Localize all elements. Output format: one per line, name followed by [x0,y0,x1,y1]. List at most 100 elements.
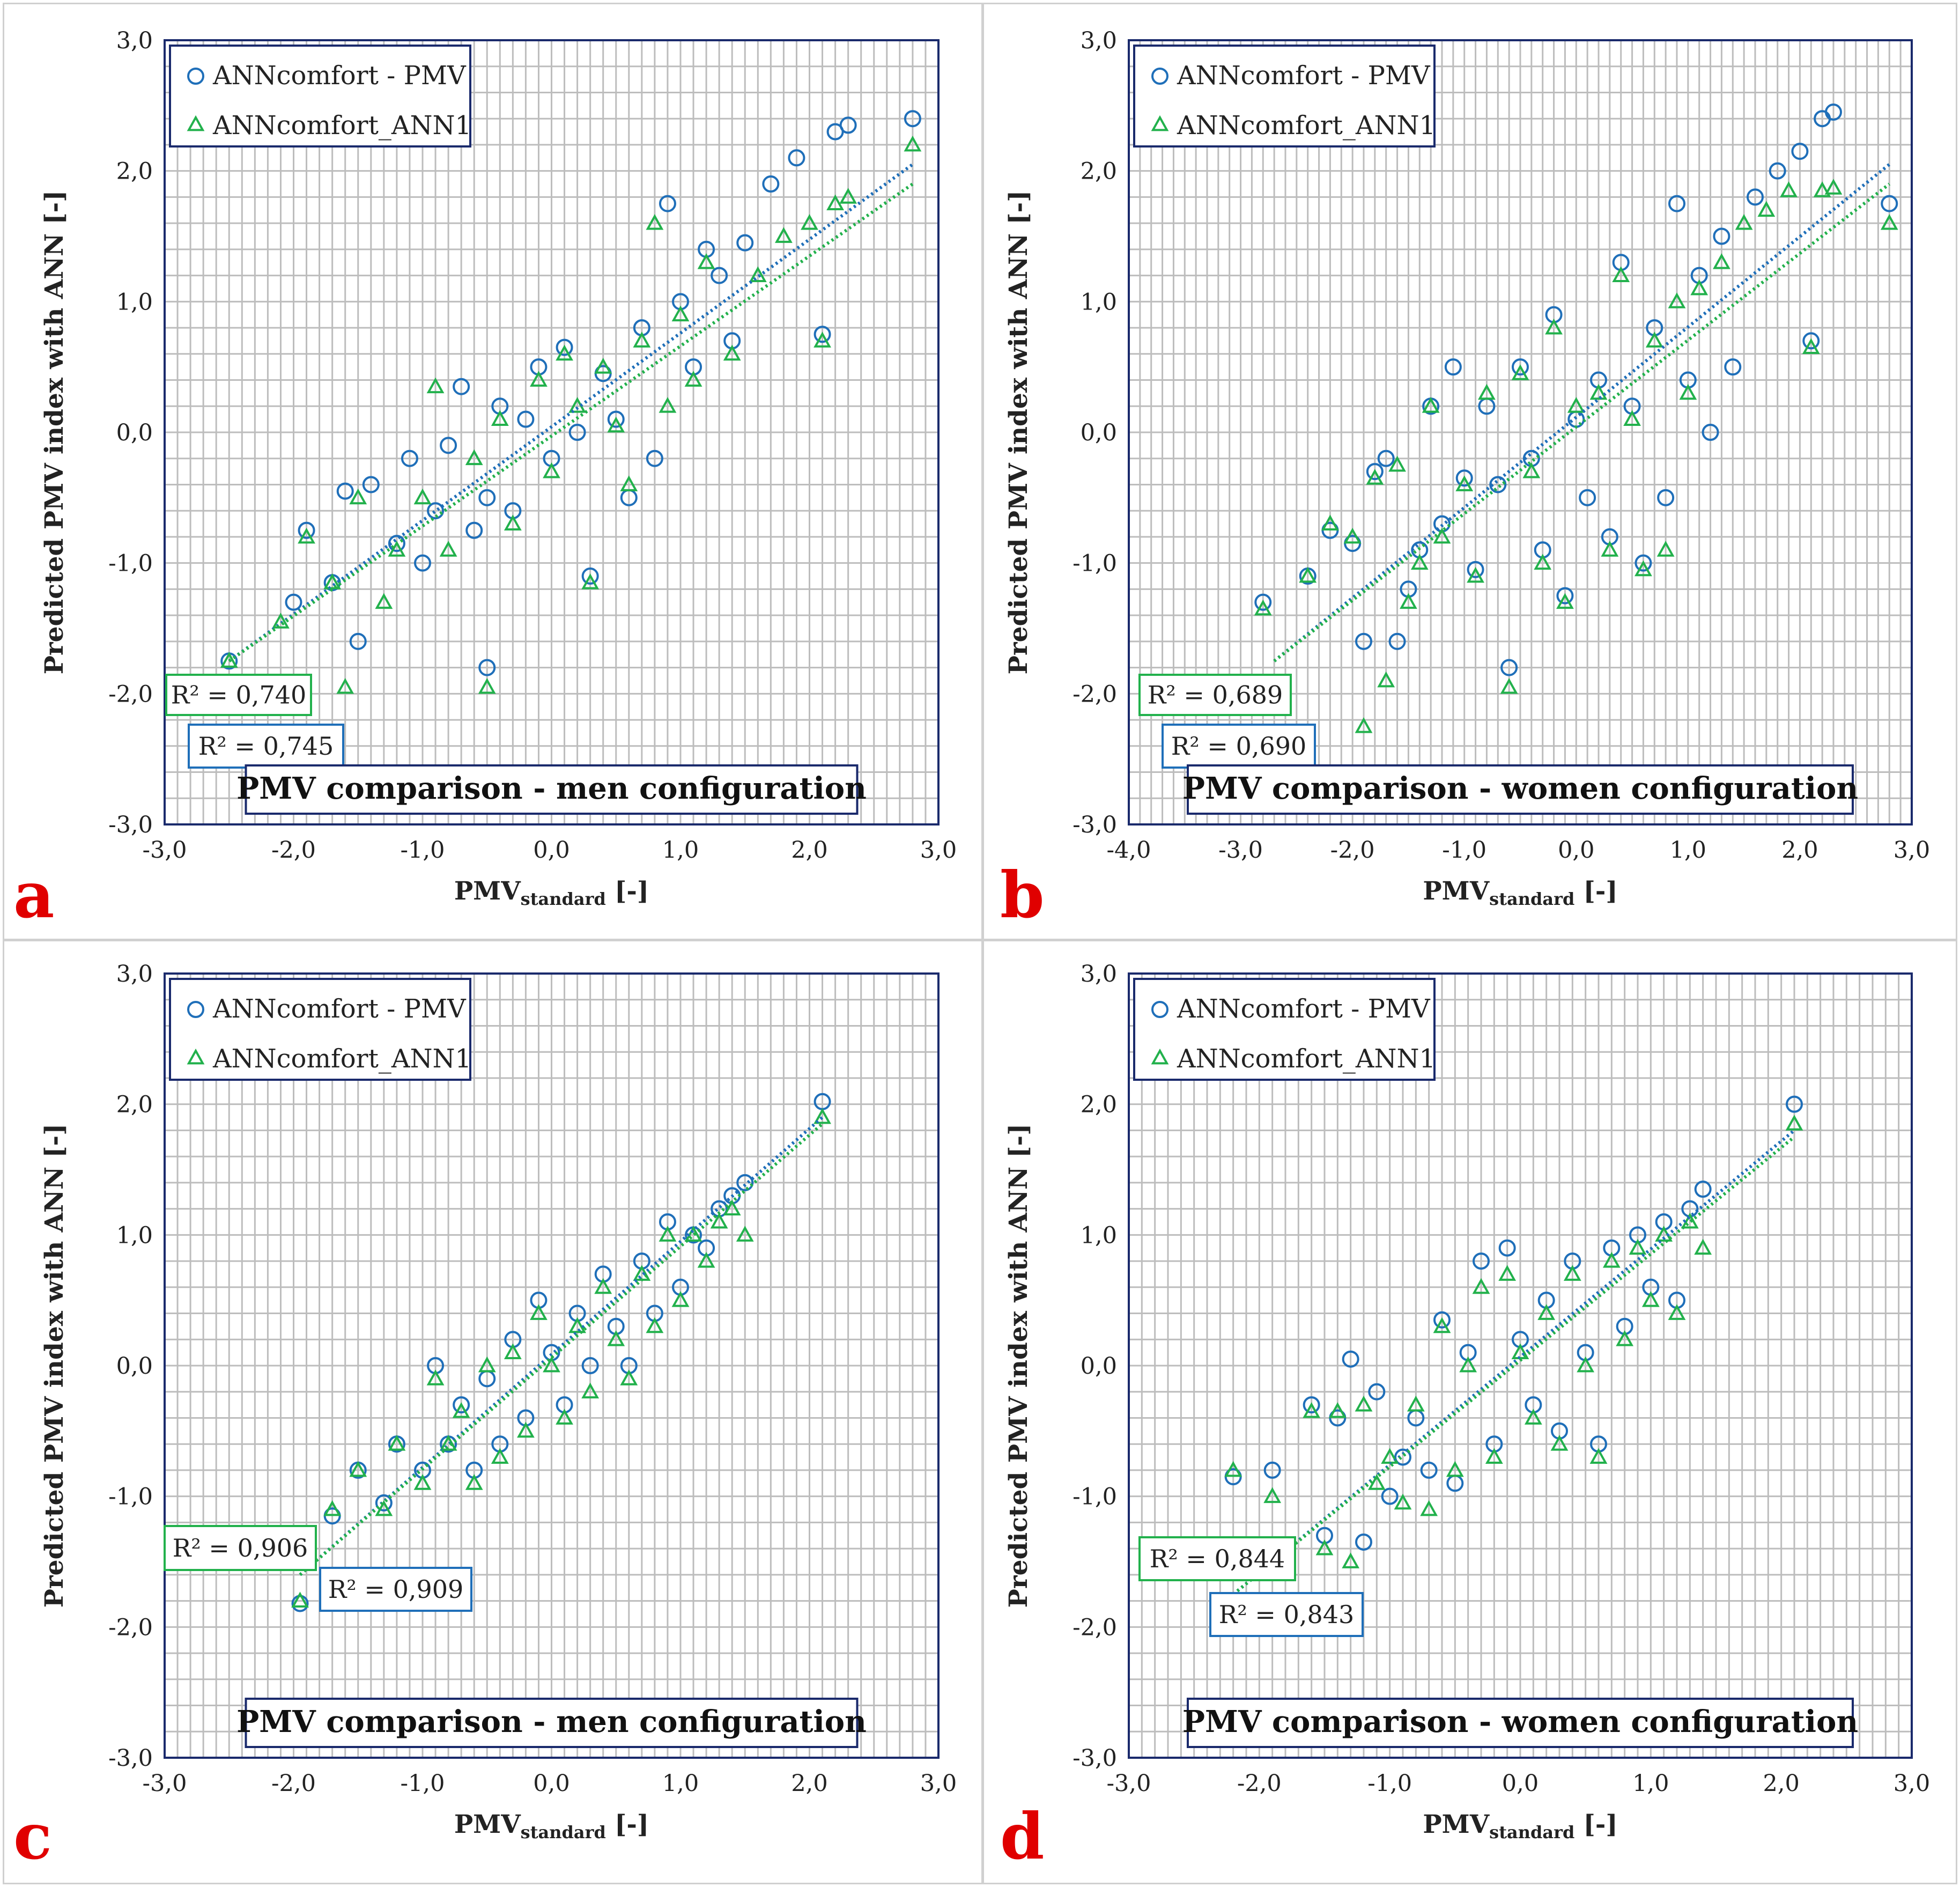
point-annc-pmv [1467,561,1484,578]
point-annc-ann1 [1694,1239,1712,1255]
point-annc-pmv [1498,1239,1516,1257]
panel-c: -3,0 -2,0 -1,0 0,0 1,0 2,0 3,0 -3,0 -2,0 -1,0 0,0 1… [13,961,957,1874]
point-annc-ann1 [581,1382,600,1399]
point-annc-ann1 [272,613,290,629]
x-axis-title: PMVstandard [-] [1423,1810,1617,1842]
title-text: PMV comparison - women configuration [1182,771,1858,806]
point-annc-ann1 [426,1369,445,1385]
legend-marker-ann1 [187,115,205,131]
x-tick-label: -1,0 [401,1770,445,1797]
point-annc-ann1 [594,358,612,374]
plot-frame [164,972,940,1759]
point-annc-ann1 [1315,1539,1334,1556]
point-annc-pmv [349,632,367,650]
point-annc-ann1 [388,1435,406,1451]
legend-label-ann1: ANNcomfort_ANN1 [212,110,471,141]
point-annc-pmv [1394,1448,1411,1466]
point-annc-pmv [1368,1383,1386,1400]
point-annc-pmv [1702,424,1719,441]
point-annc-pmv [711,267,728,284]
x-tick-label: 0,0 [1558,837,1594,864]
point-annc-ann1 [594,1278,612,1294]
chart-title: PMV comparison - men configuration [236,764,867,815]
trendline-annc-ann1 [299,1122,824,1576]
legend-box [1133,978,1436,1081]
point-annc-pmv [1355,1533,1372,1551]
plot-frame [1128,39,1913,825]
y-tick-label: 3,0 [116,27,153,54]
y-tick-label: -2,0 [108,1614,153,1641]
point-annc-ann1 [1522,462,1541,478]
point-annc-ann1 [1446,1461,1464,1477]
point-annc-ann1 [633,331,651,348]
point-annc-ann1 [349,488,367,505]
x-tick-label: 3,0 [1894,1770,1930,1797]
y-axis-title: Predicted PMV index with ANN [-] [1004,1124,1033,1608]
point-annc-ann1 [1567,397,1585,413]
panel-b: -4,0 -3,0 -2,0 -1,0 0,0 1,0 2,0 3,0-3,0-2,0-1,0… [1000,27,1930,932]
r2-label-annc-pmv: R² = 0,745 [188,724,344,769]
point-annc-pmv [736,234,754,252]
y-tick-label: 0,0 [1081,419,1117,446]
r2-text: R² = 0,906 [173,1534,308,1562]
point-annc-ann1 [620,475,638,491]
plot-frame [1128,972,1913,1759]
point-annc-ann1 [904,135,922,152]
legend-marker-pmv [1151,1001,1168,1018]
point-annc-ann1 [517,1421,535,1438]
r2-label-annc-ann1: R² = 0,844 [1138,1536,1296,1581]
point-annc-ann1 [1589,384,1608,400]
legend-label-pmv: ANNcomfort - PMV [212,994,467,1024]
point-annc-ann1 [826,194,844,210]
y-axis-title: Predicted PMV index with ANN [-] [1004,190,1033,675]
point-annc-pmv [1444,358,1462,376]
title-text: PMV comparison - men configuration [236,771,867,806]
point-annc-pmv [1786,1095,1803,1113]
y-tick-label: -3,0 [108,1745,153,1772]
point-annc-ann1 [1400,593,1417,609]
point-annc-ann1 [736,1226,754,1242]
point-annc-ann1 [723,344,741,361]
point-annc-ann1 [1612,266,1630,282]
point-annc-ann1 [801,214,818,230]
point-annc-ann1 [1690,279,1708,296]
point-annc-ann1 [723,1199,741,1215]
data-markers [1224,1095,1803,1568]
point-annc-pmv [336,482,354,500]
y-tick-label: 2,0 [116,158,153,185]
x-axis-title: PMVstandard [-] [1423,876,1617,909]
x-tick-label: -1,0 [1367,1770,1412,1797]
x-tick-label: -3,0 [143,837,187,864]
point-annc-pmv [1791,143,1809,160]
point-annc-pmv [1366,463,1384,481]
point-annc-pmv [1802,332,1820,350]
point-annc-pmv [1303,1396,1320,1414]
point-annc-pmv [788,149,805,167]
legend-label-pmv: ANNcomfort - PMV [1177,61,1431,91]
point-annc-ann1 [1407,1395,1425,1412]
point-annc-ann1 [1254,599,1272,616]
x-tick-label: -2,0 [271,1770,316,1797]
r2-label-annc-pmv: R² = 0,909 [319,1567,472,1612]
y-tick-label: 1,0 [1081,289,1117,315]
point-annc-pmv [813,326,831,343]
x-tick-label: 0,0 [533,837,569,864]
x-tick-label: 2,0 [791,1770,827,1797]
r2-text: R² = 0,689 [1148,681,1283,710]
x-tick-label: 1,0 [1632,1770,1669,1797]
panel-letter: d [1000,1799,1045,1874]
point-annc-ann1 [1485,1448,1503,1464]
y-axis-title: Predicted PMV index with ANN [-] [40,190,69,675]
point-annc-ann1 [1534,554,1552,570]
point-annc-ann1 [1713,253,1730,269]
legend: ANNcomfort - PMV ANNcomfort_ANN1 [1133,978,1436,1081]
legend-box [169,45,471,148]
r2-label-annc-ann1: R² = 0,740 [165,674,312,716]
y-tick-label: -3,0 [1073,1745,1117,1772]
point-annc-ann1 [1602,1251,1621,1268]
point-annc-pmv [659,195,676,212]
point-annc-ann1 [813,331,831,348]
point-annc-ann1 [1668,1304,1686,1320]
x-tick-label: 3,0 [920,837,957,864]
point-annc-pmv [839,116,857,134]
